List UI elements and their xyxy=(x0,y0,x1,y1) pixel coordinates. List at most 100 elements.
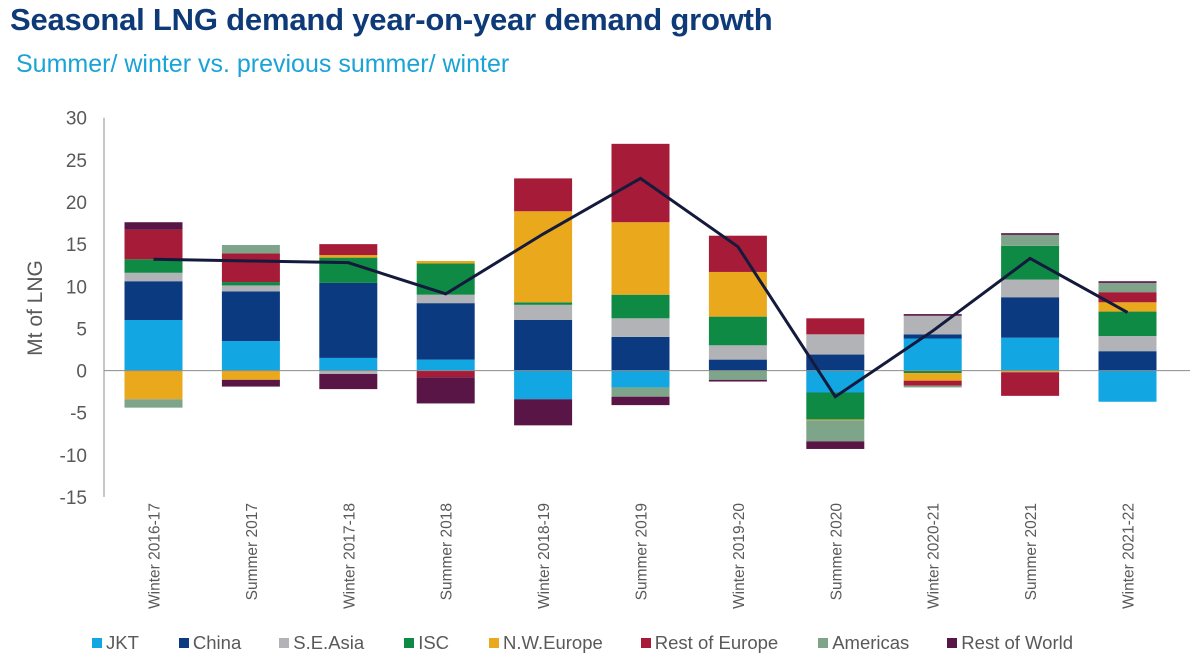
legend-label: Rest of Europe xyxy=(654,632,779,653)
legend-label: JKT xyxy=(106,632,139,653)
bar-segment-n-w-europe xyxy=(1001,370,1060,373)
chart-subtitle: Summer/ winter vs. previous summer/ wint… xyxy=(16,50,510,78)
bar-segment-rest-of-world xyxy=(416,377,475,404)
bar-segment-rest-of-europe xyxy=(611,143,670,223)
legend-swatch xyxy=(92,638,102,648)
y-tick-label: 15 xyxy=(66,235,87,256)
x-tick-label: Winter 2020-21 xyxy=(926,503,943,609)
y-tick-label: 0 xyxy=(76,362,87,383)
legend-label: Americas xyxy=(832,632,910,653)
legend-item: JKT xyxy=(92,632,139,654)
bar-segment-americas xyxy=(611,387,670,397)
total-line xyxy=(153,176,1129,399)
bar-segment-s-e-asia xyxy=(611,318,670,337)
x-tick-label: Winter 2017-18 xyxy=(341,503,358,609)
bar-segment-americas xyxy=(806,420,865,442)
bar-segment-rest-of-world xyxy=(221,379,280,387)
bar-segment-americas xyxy=(708,370,767,380)
bar-segment-n-w-europe xyxy=(708,271,767,317)
bar-segment-isc xyxy=(514,302,573,305)
bar-segment-china xyxy=(611,336,670,371)
y-tick-label: 20 xyxy=(66,193,87,214)
bar-segment-s-e-asia xyxy=(806,334,865,355)
legend-swatch xyxy=(818,638,829,648)
bar-segment-s-e-asia xyxy=(124,272,183,282)
bar-segment-n-w-europe xyxy=(806,419,865,421)
bar-segment-rest-of-world xyxy=(1098,281,1157,283)
bar-segment-n-w-europe xyxy=(124,370,183,400)
bar-segment-rest-of-europe xyxy=(319,244,378,256)
bar-segment-isc xyxy=(708,316,767,346)
bar-segment-china xyxy=(124,281,183,320)
bars xyxy=(104,143,1190,449)
legend-swatch xyxy=(947,638,958,648)
bar-segment-isc xyxy=(903,370,962,374)
bar-segment-isc xyxy=(1098,311,1157,337)
x-tick-label: Winter 2018-19 xyxy=(536,503,553,609)
bar-segment-jkt xyxy=(514,370,573,400)
x-tick-label: Winter 2019-20 xyxy=(731,503,748,609)
bar-segment-americas xyxy=(1098,282,1157,293)
bar-segment-n-w-europe xyxy=(1098,302,1157,312)
x-tick-label: Summer 2017 xyxy=(244,503,261,600)
x-tick-label: Summer 2021 xyxy=(1023,503,1040,600)
y-tick-label: 10 xyxy=(66,277,87,298)
x-tick-label: Winter 2016-17 xyxy=(147,503,164,609)
legend-label: ISC xyxy=(418,632,450,653)
legend-label: China xyxy=(192,632,242,653)
bar-segment-rest-of-world xyxy=(708,379,767,382)
legend-label: S.E.Asia xyxy=(293,632,365,653)
bar-segment-china xyxy=(806,354,865,371)
x-tick-label: Summer 2020 xyxy=(828,503,845,601)
x-tick-label: Summer 2019 xyxy=(634,503,651,600)
legend-swatch xyxy=(489,638,500,648)
bar-segment-americas xyxy=(1001,234,1060,246)
bar-segment-isc xyxy=(416,263,475,295)
bar-segment-americas xyxy=(221,244,280,254)
legend-item: Americas xyxy=(818,632,909,654)
bar-segment-rest-of-world xyxy=(319,373,378,390)
legend-swatch xyxy=(640,638,651,648)
bar-segment-china xyxy=(319,282,378,358)
bar-segment-rest-of-europe xyxy=(514,178,573,212)
bar-segment-china xyxy=(1001,297,1060,338)
x-axis: Winter 2016-17 Summer 2017 Winter 2017-18 S… xyxy=(147,503,1138,609)
bar-segment-rest-of-europe xyxy=(708,235,767,272)
x-tick-label: Winter 2021-22 xyxy=(1121,503,1138,609)
legend-label: Rest of World xyxy=(961,632,1074,653)
bar-segment-americas xyxy=(903,385,962,388)
legend: JKT China S.E.Asia ISC N.W.Europe Rest of Eur… xyxy=(92,630,1073,656)
y-tick-label: -15 xyxy=(60,488,87,509)
y-tick-label: -5 xyxy=(70,404,87,425)
bar-segment-jkt xyxy=(319,357,378,371)
bar-segment-china xyxy=(708,359,767,371)
bar-segment-jkt xyxy=(416,359,475,371)
legend-swatch xyxy=(178,638,189,648)
bar-segment-jkt xyxy=(611,370,670,388)
bar-segment-s-e-asia xyxy=(708,345,767,360)
bar-segment-n-w-europe xyxy=(319,255,378,258)
bar-segment-americas xyxy=(124,399,183,408)
bar-segment-rest-of-world xyxy=(903,314,962,316)
bar-segment-rest-of-europe xyxy=(221,253,280,283)
bar-segment-jkt xyxy=(1001,337,1060,371)
bar-segment-china xyxy=(1098,351,1157,371)
bar-segment-n-w-europe xyxy=(903,373,962,381)
bar-segment-s-e-asia xyxy=(514,304,573,320)
y-tick-label: 25 xyxy=(66,151,87,172)
bar-segment-rest-of-europe xyxy=(1098,292,1157,303)
bar-segment-rest-of-europe xyxy=(416,370,475,378)
bar-segment-s-e-asia xyxy=(1001,279,1060,298)
bar-segment-s-e-asia xyxy=(1098,336,1157,352)
y-tick-label: -10 xyxy=(60,446,87,467)
bar-segment-rest-of-europe xyxy=(124,229,183,260)
legend-item: N.W.Europe xyxy=(489,632,603,654)
legend-item: Rest of Europe xyxy=(640,632,779,654)
bar-segment-n-w-europe xyxy=(221,370,280,380)
bar-segment-jkt xyxy=(221,341,280,371)
bar-segment-s-e-asia xyxy=(221,285,280,292)
bar-segment-n-w-europe xyxy=(514,211,573,303)
chart-title: Seasonal LNG demand year-on-year demand … xyxy=(10,2,773,37)
legend-swatch xyxy=(404,638,415,648)
